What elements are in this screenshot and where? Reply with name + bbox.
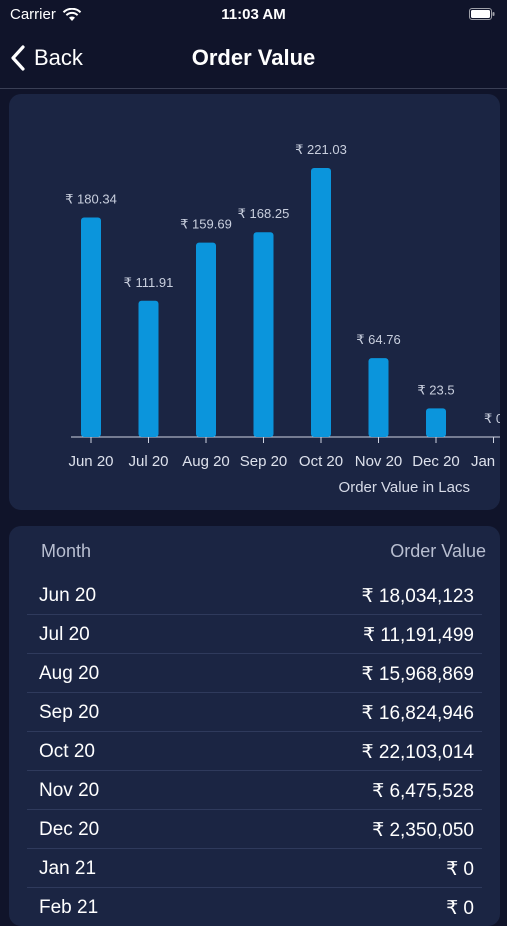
table-row[interactable]: Jun 20 ₹ 18,034,123 [27,576,482,615]
chart-bar [426,408,446,437]
x-axis-tick-label: Aug 20 [182,453,230,470]
x-axis-tick-label: Oct 20 [299,453,343,470]
table-row[interactable]: Jan 21 ₹ 0 [27,849,482,888]
status-bar: Carrier 11:03 AM [0,0,507,30]
row-order-value: ₹ 18,034,123 [361,586,474,607]
row-order-value: ₹ 6,475,528 [372,781,474,802]
table-row[interactable]: Oct 20 ₹ 22,103,014 [27,732,482,771]
bar-value-label: ₹ 111.91 [124,275,174,290]
bar-value-label: ₹ 0 [484,411,500,426]
x-axis-tick-label: Sep 20 [240,453,288,470]
chevron-left-icon [11,45,25,71]
x-axis-tick-label: Jun 20 [68,453,113,470]
back-label: Back [34,45,83,70]
row-order-value: ₹ 22,103,014 [361,742,474,763]
bar-value-label: ₹ 180.34 [65,192,117,207]
column-header-month: Month [41,541,92,561]
table-body: Jun 20 ₹ 18,034,123 Jul 20 ₹ 11,191,499 Aug … [9,576,500,926]
row-order-value: ₹ 2,350,050 [372,820,474,841]
chart-bar [138,300,159,437]
table-row[interactable]: Sep 20 ₹ 16,824,946 [27,693,482,732]
row-month: Jan 21 [39,858,97,879]
carrier-indicator: Carrier [10,6,82,23]
x-axis-tick-label: Jul 20 [128,453,168,470]
order-value-chart: ₹ 180.34 Jun 20 ₹ 111.91 Jul 20 ₹ 159.69 Aug … [9,94,500,510]
x-axis-tick-label: Dec 20 [412,453,460,470]
back-button[interactable]: Back [10,40,83,76]
status-time: 11:03 AM [221,6,286,23]
bar-value-label: ₹ 221.03 [295,142,347,157]
navigation-bar: Back Order Value [0,30,507,89]
row-order-value: ₹ 15,968,869 [361,664,474,685]
row-month: Sep 20 [39,702,100,723]
chart-bar [196,242,216,437]
table-header: Month Order Value [9,526,500,576]
row-order-value: ₹ 16,824,946 [361,703,474,724]
bar-value-label: ₹ 64.76 [356,332,400,347]
table-row[interactable]: Aug 20 ₹ 15,968,869 [27,654,482,693]
row-month: Aug 20 [39,663,100,684]
column-header-order-value: Order Value [390,541,486,561]
row-month: Jul 20 [39,624,90,645]
chart-bar [311,168,331,437]
page-title: Order Value [191,45,316,70]
chart-bar [81,217,101,437]
table-row[interactable]: Nov 20 ₹ 6,475,528 [27,771,482,810]
row-order-value: ₹ 0 [446,859,474,880]
x-axis-tick-label: Jan 21 [471,453,500,470]
row-month: Feb 21 [39,897,99,918]
row-order-value: ₹ 0 [446,898,474,919]
row-order-value: ₹ 11,191,499 [362,625,474,646]
chart-bar [368,358,389,437]
battery-icon [469,8,495,20]
wifi-icon [62,7,82,21]
table-row[interactable]: Feb 21 ₹ 0 [27,888,482,926]
bar-chart: ₹ 180.34 Jun 20 ₹ 111.91 Jul 20 ₹ 159.69 Aug … [65,142,500,470]
bar-value-label: ₹ 168.25 [238,206,290,221]
row-month: Nov 20 [39,780,100,801]
chart-x-axis-label: Order Value in Lacs [338,479,470,496]
x-axis-tick-label: Nov 20 [355,453,403,470]
bar-value-label: ₹ 159.69 [180,217,232,232]
table-row[interactable]: Dec 20 ₹ 2,350,050 [27,810,482,849]
table-row[interactable]: Jul 20 ₹ 11,191,499 [27,615,482,654]
row-month: Oct 20 [39,741,95,762]
row-month: Jun 20 [39,585,97,606]
row-month: Dec 20 [39,819,100,840]
chart-bar [253,232,274,437]
order-value-table: Month Order Value Jun 20 ₹ 18,034,123 Jul … [9,526,500,926]
carrier-label: Carrier [10,6,56,23]
bar-value-label: ₹ 23.5 [417,382,454,397]
